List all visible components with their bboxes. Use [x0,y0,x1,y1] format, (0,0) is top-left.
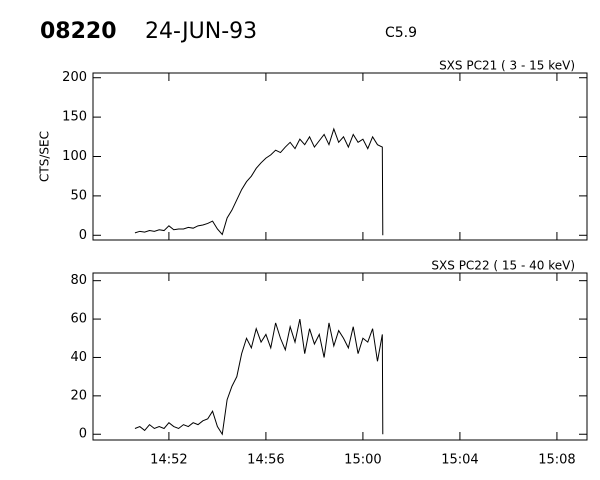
data-line [134,318,384,436]
x-tick-label: 15:04 [441,453,478,468]
y-tick-label: 100 [62,149,87,164]
panel-title: SXS PC21 ( 3 - 15 keV) [439,59,575,73]
y-tick-label: 0 [79,427,87,442]
x-tick-label: 14:52 [150,453,187,468]
y-tick-label: 40 [70,350,87,365]
plot-frame [92,72,588,241]
x-tick-label: 15:00 [344,453,381,468]
y-tick-label: 80 [70,273,87,288]
plot-frame [92,272,588,441]
data-line [134,127,384,236]
x-tick-label: 14:56 [247,453,284,468]
y-axis-label: CTS/SEC [38,131,52,182]
flare-class: C5.9 [385,25,417,41]
y-tick-label: 50 [70,188,87,203]
y-tick-label: 60 [70,312,87,327]
y-tick-label: 150 [62,110,87,125]
x-tick-label: 15:08 [538,453,575,468]
panel-title: SXS PC22 ( 15 - 40 keV) [431,259,575,273]
y-tick-label: 20 [70,388,87,403]
y-tick-label: 200 [62,70,87,85]
event-date: 24-JUN-93 [145,19,257,44]
event-number: 08220 [40,19,117,44]
y-tick-label: 0 [79,228,87,243]
